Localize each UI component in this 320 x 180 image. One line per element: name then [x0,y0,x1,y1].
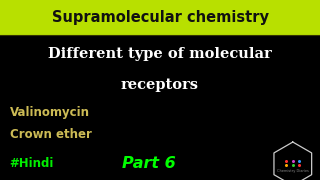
Text: Supramolecular chemistry: Supramolecular chemistry [52,10,268,25]
Text: Different type of molecular: Different type of molecular [48,47,272,61]
Text: Valinomycin: Valinomycin [10,106,90,119]
Text: Crown ether: Crown ether [10,128,92,141]
Text: #Hindi: #Hindi [10,157,54,170]
Text: Chemistry Diaries: Chemistry Diaries [277,169,309,173]
Bar [0,0,320,35]
Text: Part 6: Part 6 [122,156,175,171]
Text: receptors: receptors [121,78,199,92]
